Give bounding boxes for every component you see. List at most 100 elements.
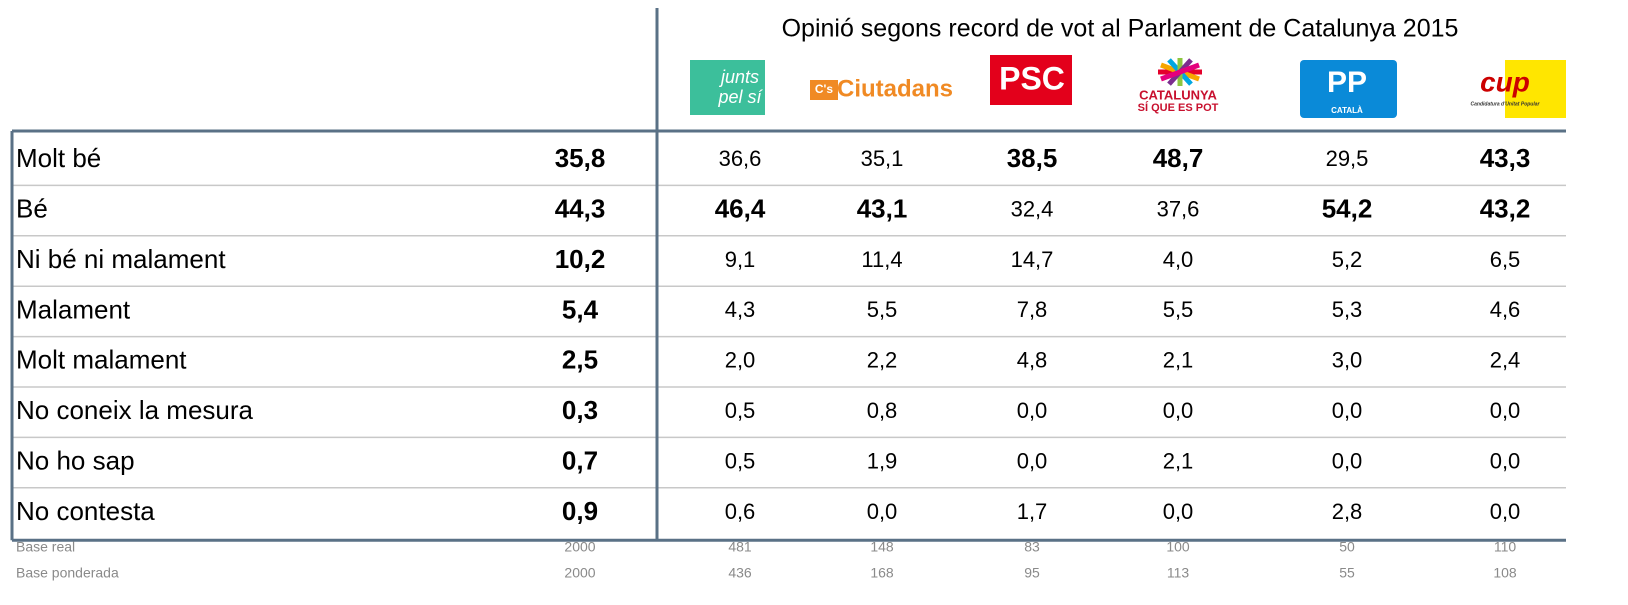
cell: 0,0 <box>1163 499 1194 524</box>
cell: 3,0 <box>1332 348 1363 373</box>
cell: 54,2 <box>1322 193 1373 223</box>
cell: 4,6 <box>1490 297 1521 322</box>
party-logo <box>810 80 838 100</box>
cell: 36,6 <box>719 146 762 171</box>
cell: 35,8 <box>555 143 606 173</box>
cell: 2,0 <box>725 348 756 373</box>
party-name: junts <box>718 67 759 87</box>
cell: 0,5 <box>725 398 756 423</box>
footer-cell: 110 <box>1494 539 1517 555</box>
footer-cell: 100 <box>1166 539 1190 555</box>
cell: 0,0 <box>1017 448 1048 473</box>
party-logo <box>1505 60 1566 118</box>
footer-cell: 481 <box>728 539 752 555</box>
logo-star <box>1160 62 1200 82</box>
cell: 1,7 <box>1017 499 1048 524</box>
footer-cell: 55 <box>1339 565 1355 581</box>
party-name: cup <box>1480 66 1530 97</box>
party-name: CATALÀ <box>1331 106 1363 115</box>
party-name: SÍ QUE ES POT <box>1138 101 1219 114</box>
footer-cell: 83 <box>1024 539 1040 555</box>
footer-cell: 50 <box>1339 539 1355 555</box>
footer-cell: 436 <box>728 565 752 581</box>
cell: 5,4 <box>562 294 599 324</box>
cell: 9,1 <box>725 247 756 272</box>
party-name: C's <box>815 82 834 96</box>
row-label: No ho sap <box>16 445 135 475</box>
cell: 2,1 <box>1163 348 1194 373</box>
cell: 0,7 <box>562 445 598 475</box>
footer-label: Base real <box>16 539 75 555</box>
cell: 0,0 <box>1490 448 1521 473</box>
cell: 0,0 <box>1163 398 1194 423</box>
cell: 0,9 <box>562 496 598 526</box>
cell: 11,4 <box>861 247 902 272</box>
cell: 0,8 <box>867 398 898 423</box>
cell: 2,4 <box>1490 348 1521 373</box>
row-label: Molt malament <box>16 345 187 375</box>
cell: 0,0 <box>867 499 898 524</box>
footer-cell: 2000 <box>564 565 595 581</box>
party-name: PP <box>1327 66 1367 99</box>
cell: 0,0 <box>1490 499 1521 524</box>
cell: 5,5 <box>867 297 898 322</box>
cell: 2,8 <box>1332 499 1363 524</box>
cell: 6,5 <box>1490 247 1521 272</box>
cell: 4,0 <box>1163 247 1194 272</box>
cell: 32,4 <box>1011 196 1054 221</box>
cell: 0,0 <box>1332 448 1363 473</box>
footer-cell: 95 <box>1024 565 1040 581</box>
party-name: CATALUNYA <box>1139 87 1217 102</box>
party-logo <box>1300 60 1397 118</box>
row-label: No contesta <box>16 496 155 526</box>
footer-cell: 113 <box>1167 565 1190 581</box>
row-label: No coneix la mesura <box>16 395 254 425</box>
cell: 46,4 <box>715 193 766 223</box>
footer-cell: 108 <box>1493 565 1517 581</box>
cell: 5,3 <box>1332 297 1363 322</box>
cell: 29,5 <box>1326 146 1369 171</box>
cell: 0,0 <box>1490 398 1521 423</box>
footer-cell: 148 <box>870 539 894 555</box>
cell: 2,2 <box>867 348 898 373</box>
cell: 48,7 <box>1153 143 1204 173</box>
cell: 0,3 <box>562 395 598 425</box>
cell: 14,7 <box>1011 247 1054 272</box>
party-name: PSC <box>999 60 1065 96</box>
cell: 43,1 <box>857 193 908 223</box>
cell: 7,8 <box>1017 297 1048 322</box>
footer-cell: 2000 <box>564 539 595 555</box>
footer-cell: 168 <box>870 565 894 581</box>
row-label: Molt bé <box>16 143 101 173</box>
table-title: Opinió segons record de vot al Parlament… <box>782 15 1459 43</box>
row-label: Ni bé ni malament <box>16 244 226 274</box>
cell: 0,6 <box>725 499 756 524</box>
cell: 0,0 <box>1332 398 1363 423</box>
cell: 43,2 <box>1480 193 1531 223</box>
cell: 0,5 <box>725 448 756 473</box>
cell: 35,1 <box>861 146 904 171</box>
cell: 0,0 <box>1017 398 1048 423</box>
party-logo <box>690 60 765 115</box>
cell: 5,2 <box>1332 247 1363 272</box>
cell: 10,2 <box>555 244 606 274</box>
cell: 44,3 <box>555 193 606 223</box>
cell: 38,5 <box>1007 143 1058 173</box>
cell: 43,3 <box>1480 143 1531 173</box>
party-name: pel sí <box>717 87 763 107</box>
cell: 4,3 <box>725 297 756 322</box>
cell: 2,1 <box>1163 448 1194 473</box>
footer-label: Base ponderada <box>16 565 119 581</box>
row-label: Malament <box>16 294 131 324</box>
row-label: Bé <box>16 193 48 223</box>
cell: 37,6 <box>1157 196 1200 221</box>
party-name: Candidatura d'Unitat Popular <box>1471 101 1541 107</box>
party-logo <box>990 55 1072 105</box>
party-name: Ciutadans <box>837 75 953 102</box>
cell: 5,5 <box>1163 297 1194 322</box>
cell: 2,5 <box>562 345 598 375</box>
cell: 1,9 <box>867 448 898 473</box>
cell: 4,8 <box>1017 348 1048 373</box>
